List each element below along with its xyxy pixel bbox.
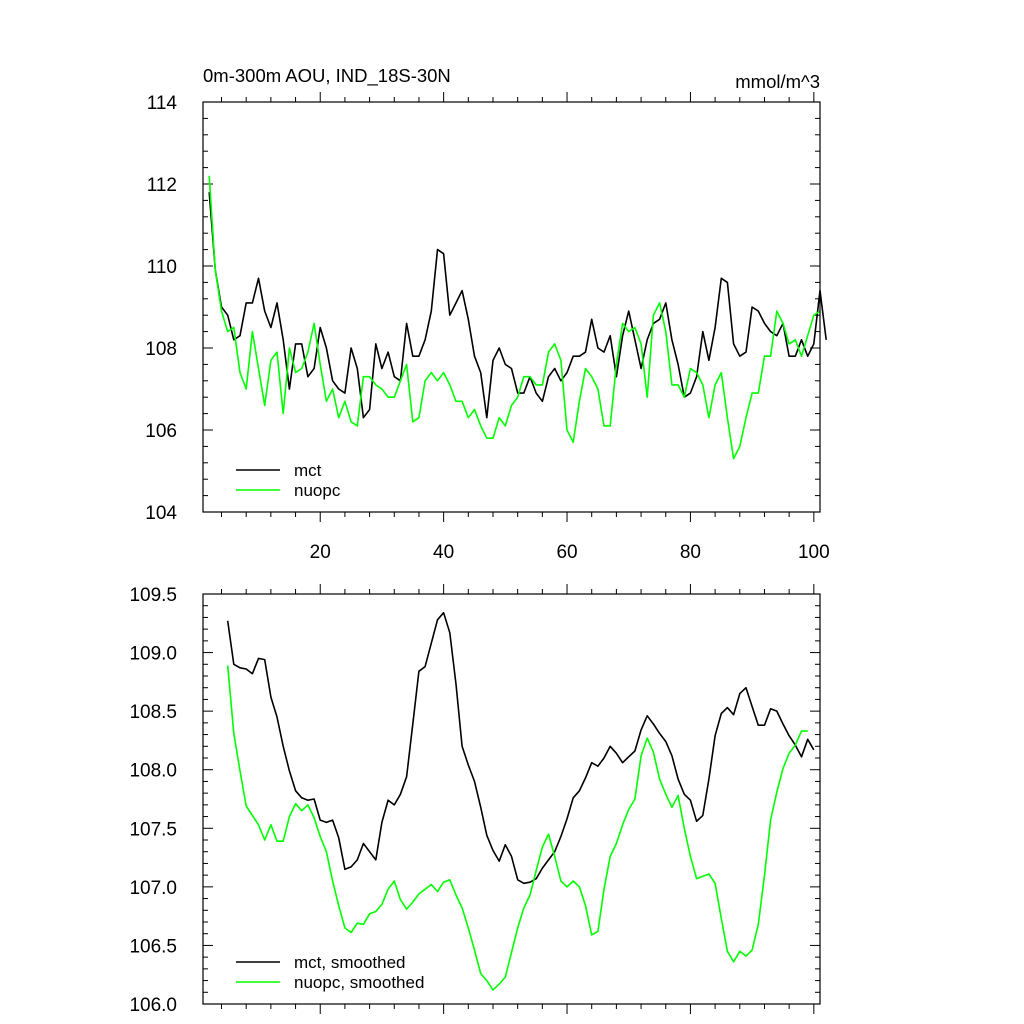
- top-panel-frame: [202, 101, 821, 513]
- top-xtick-label: 80: [680, 542, 701, 563]
- top-panel-units: mmol/m^3: [735, 71, 820, 92]
- top-panel-ticks: 104 106 108 110 112 114 20 40 60 80 100: [145, 92, 830, 563]
- bottom-ytick-label: 109.5: [129, 585, 177, 606]
- bottom-legend-label: mct, smoothed: [294, 953, 406, 972]
- top-legend-label: mct: [294, 461, 322, 480]
- top-ytick-label: 114: [147, 93, 178, 114]
- bottom-panel: 106.0 106.5 107.0 107.5 108.0 108.5 109.0 109.5…: [129, 584, 821, 1016]
- bottom-ytick-label: 109.0: [129, 644, 177, 665]
- bottom-ytick-label: 107.5: [129, 819, 177, 840]
- top-series-line-nuopc: [208, 175, 821, 460]
- bottom-panel-ticks: 106.0 106.5 107.0 107.5 108.0 108.5 109.0 109.5: [129, 584, 820, 1016]
- bottom-series-line-mct: [226, 611, 815, 885]
- bottom-legend-label: nuopc, smoothed: [294, 973, 424, 992]
- top-panel-title: 0m-300m AOU, IND_18S-30N: [203, 65, 451, 87]
- bottom-ytick-label: 106.5: [129, 936, 177, 957]
- top-legend-label: nuopc: [294, 481, 341, 500]
- top-ytick-label: 108: [145, 339, 177, 360]
- bottom-ytick-label: 106.0: [129, 995, 177, 1016]
- bottom-panel-series: [226, 611, 815, 991]
- top-panel: 0m-300m AOU, IND_18S-30N mmol/m^3 104 106…: [145, 65, 829, 563]
- top-xtick-label: 40: [433, 542, 454, 563]
- top-xtick-label: 100: [798, 542, 830, 563]
- bottom-series-line-nuopc: [226, 665, 808, 991]
- bottom-ytick-label: 107.0: [129, 878, 177, 899]
- top-xtick-label: 60: [556, 542, 577, 563]
- top-ytick-label: 110: [147, 257, 177, 278]
- top-xtick-label: 20: [310, 542, 331, 563]
- top-series-line-mct: [208, 192, 827, 419]
- bottom-panel-frame: [202, 593, 821, 1005]
- top-ytick-label: 104: [145, 503, 177, 524]
- top-ytick-label: 106: [145, 421, 177, 442]
- top-panel-series: [208, 175, 827, 460]
- bottom-ytick-label: 108.0: [129, 761, 177, 782]
- top-ytick-label: 112: [147, 175, 177, 196]
- bottom-ytick-label: 108.5: [129, 702, 177, 723]
